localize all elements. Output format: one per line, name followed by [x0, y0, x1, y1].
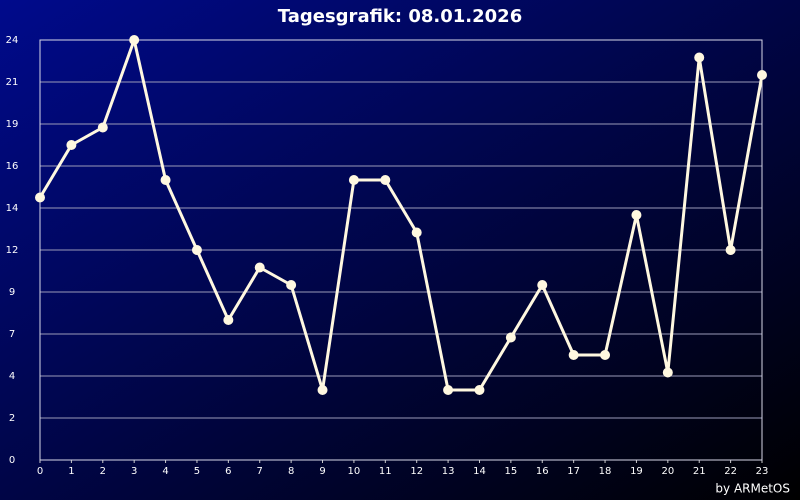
point — [223, 315, 234, 325]
y-tick-label: 0 — [9, 455, 15, 466]
y-tick-label: 16 — [6, 161, 19, 172]
y-tick-label: 9 — [9, 287, 15, 298]
credit: by ARMetOS — [715, 482, 790, 496]
x-tick-label: 13 — [442, 466, 455, 477]
point — [411, 227, 422, 238]
x-tick-label: 22 — [724, 466, 737, 477]
plot-border — [39, 39, 763, 461]
point — [35, 192, 45, 203]
y-tick-label: 14 — [6, 203, 19, 214]
x-tick-label: 12 — [410, 466, 423, 477]
point — [348, 175, 359, 185]
x-tick-label: 21 — [693, 466, 706, 477]
x-tick-label: 23 — [756, 466, 769, 477]
y-tick-label: 24 — [6, 35, 19, 46]
x-tick-label: 5 — [194, 466, 200, 477]
point — [191, 245, 202, 255]
point — [317, 385, 328, 395]
x-tick-label: 20 — [661, 466, 674, 477]
point — [380, 175, 391, 185]
point — [129, 35, 140, 45]
x-tick-label: 4 — [162, 466, 168, 477]
x-tick-label: 2 — [100, 466, 106, 477]
x-tick-label: 14 — [473, 466, 486, 477]
x-tick-label: 11 — [379, 466, 392, 477]
x-tick-label: 19 — [630, 466, 643, 477]
x-tick-label: 18 — [599, 466, 612, 477]
point — [757, 70, 767, 80]
x-tick-label: 6 — [225, 466, 231, 477]
chart-title: Tagesgrafik: 08.01.2026 — [278, 6, 522, 27]
line — [38, 38, 764, 392]
x-tick-label: 3 — [131, 466, 137, 477]
y-tick-label: 19 — [6, 119, 19, 130]
x-tick-label: 7 — [257, 466, 263, 477]
point — [694, 52, 705, 63]
y-tick-label: 2 — [9, 413, 15, 424]
point — [725, 245, 736, 255]
x-tick-label: 10 — [348, 466, 361, 477]
y-tick-label: 7 — [9, 329, 15, 340]
point — [662, 367, 673, 378]
y-tick-label: 21 — [6, 77, 19, 88]
point — [568, 350, 579, 360]
point — [160, 175, 171, 185]
x-tick-label: 17 — [567, 466, 580, 477]
x-tick-label: 1 — [68, 466, 74, 477]
x-tick-label: 9 — [319, 466, 325, 477]
x-tick-label: 0 — [37, 466, 43, 477]
x-tick-label: 16 — [536, 466, 549, 477]
point — [66, 140, 77, 150]
point — [537, 280, 548, 290]
x-tick-label: 8 — [288, 466, 294, 477]
point — [286, 280, 297, 290]
point — [97, 122, 108, 133]
y-tick-label: 12 — [6, 245, 19, 256]
x-tick-label: 15 — [505, 466, 518, 477]
y-tick-label: 4 — [9, 371, 15, 382]
point — [254, 262, 265, 273]
point — [600, 350, 611, 360]
point — [443, 385, 454, 395]
point — [631, 210, 642, 220]
point — [474, 385, 485, 395]
point — [505, 332, 516, 343]
